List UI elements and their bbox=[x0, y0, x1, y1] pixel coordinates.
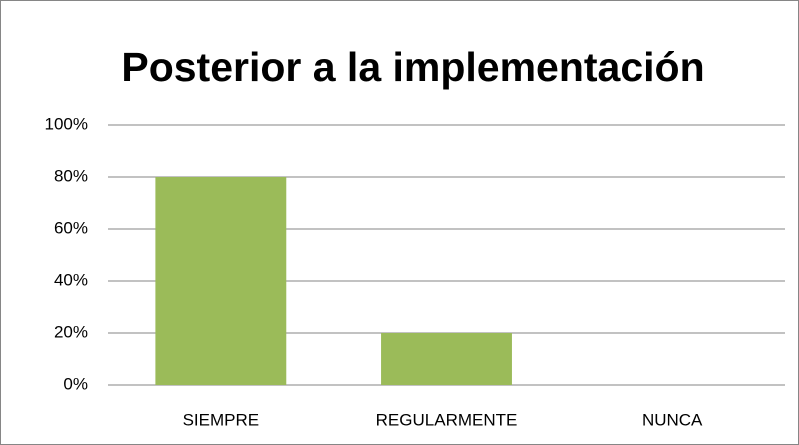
y-tick-label: 100% bbox=[45, 114, 88, 133]
chart-title: Posterior a la implementación bbox=[121, 44, 704, 90]
y-tick-label: 60% bbox=[54, 218, 88, 237]
x-tick-label: SIEMPRE bbox=[183, 410, 260, 429]
x-tick-label: NUNCA bbox=[642, 410, 703, 429]
x-tick-label: REGULARMENTE bbox=[376, 410, 518, 429]
y-tick-label: 80% bbox=[54, 166, 88, 185]
y-tick-label: 0% bbox=[63, 374, 88, 393]
bar bbox=[381, 333, 512, 385]
y-tick-label: 20% bbox=[54, 322, 88, 341]
bar bbox=[155, 177, 287, 385]
y-tick-label: 40% bbox=[54, 270, 88, 289]
